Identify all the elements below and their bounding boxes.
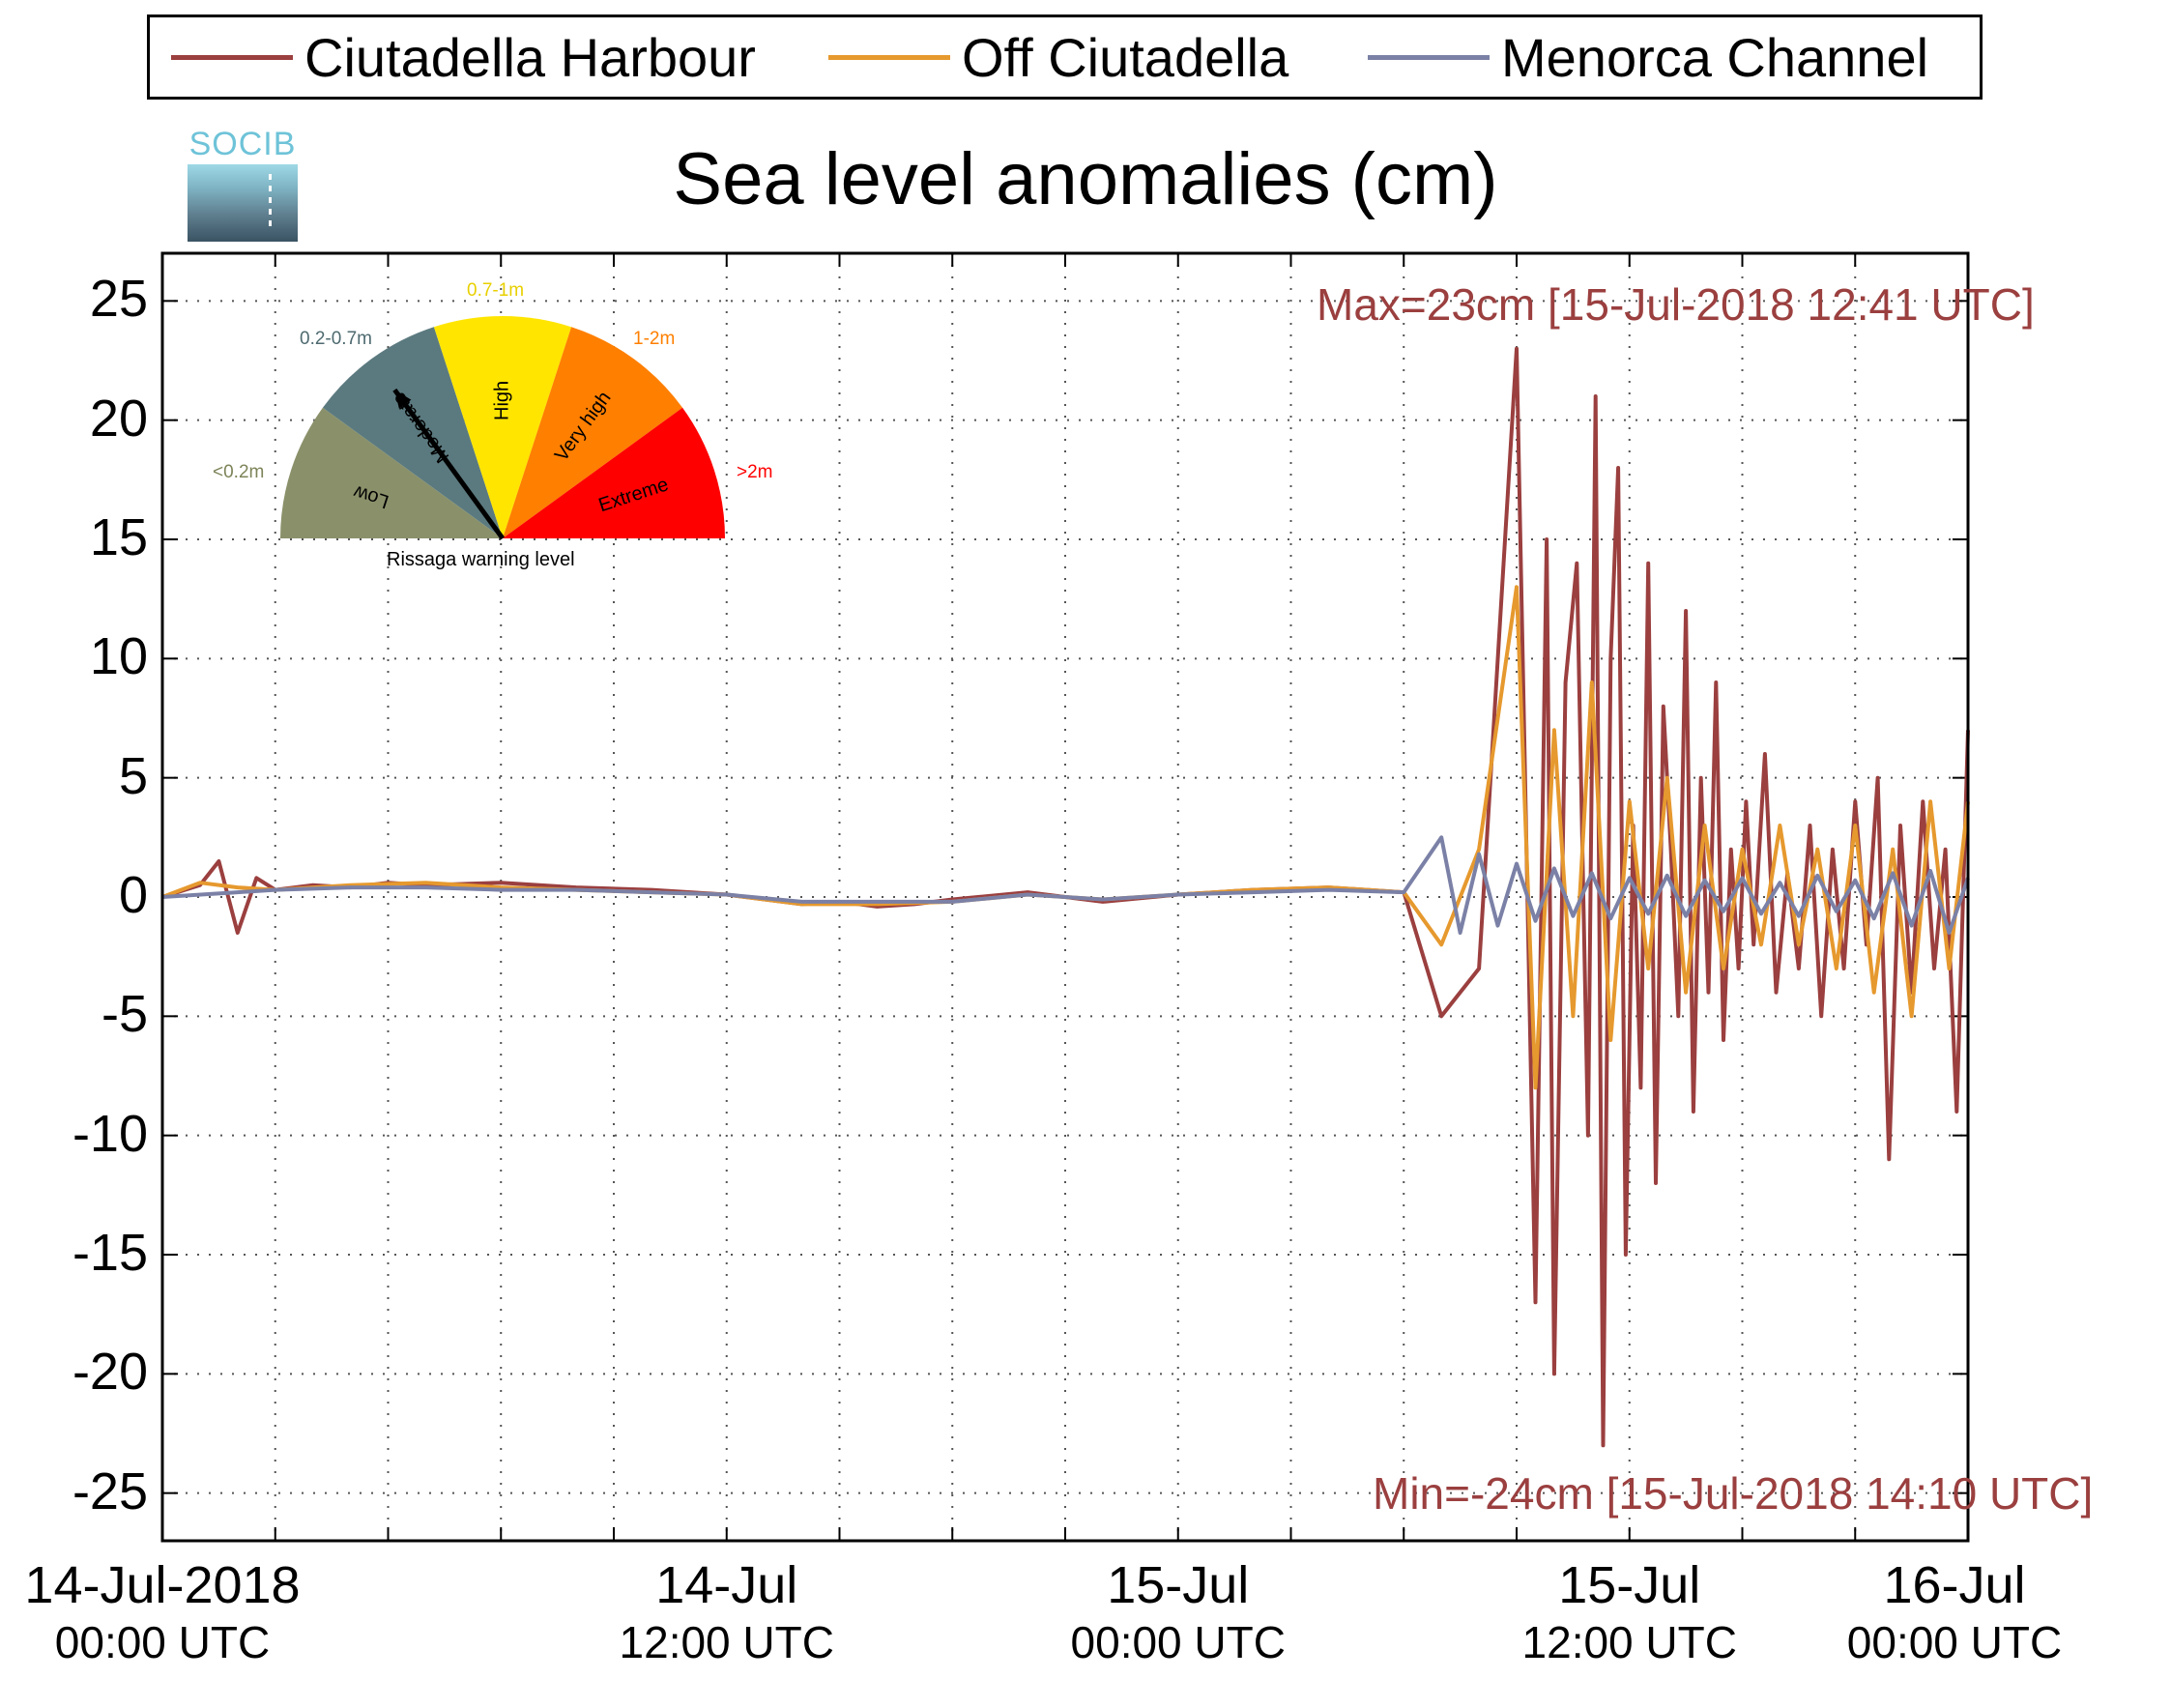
max-annotation: Max=23cm [15-Jul-2018 12:41 UTC] — [1317, 279, 2035, 330]
x-tick-date: 15-Jul — [1107, 1556, 1250, 1614]
x-tick-time: 00:00 UTC — [54, 1617, 271, 1667]
gauge-range-high: 0.7-1m — [467, 280, 525, 301]
legend-swatch-off-ciutadella — [828, 54, 950, 60]
x-tick-label: 15-Jul 12:00 UTC — [1436, 1556, 1823, 1670]
gauge-needle-head — [394, 390, 412, 409]
x-tick-time: 00:00 UTC — [1070, 1617, 1286, 1667]
x-tick-label: 15-Jul 00:00 UTC — [985, 1556, 1372, 1670]
x-tick-date: 14-Jul-2018 — [24, 1556, 301, 1614]
x-tick-date: 16-Jul — [1883, 1556, 2026, 1614]
y-tick-label: -10 — [72, 1104, 148, 1163]
x-tick-time: 00:00 UTC — [1846, 1617, 2063, 1667]
y-tick-label: 15 — [89, 508, 148, 566]
x-tick-label: 14-Jul-2018 00:00 UTC — [0, 1556, 356, 1670]
x-tick-time: 12:00 UTC — [619, 1617, 834, 1667]
series-line-menorca-channel — [161, 835, 1970, 935]
legend: Ciutadella Harbour Off Ciutadella Menorc… — [147, 14, 1983, 100]
y-tick-label: -15 — [72, 1224, 148, 1282]
gauge-sector-label-high: High — [491, 381, 512, 420]
y-tick-label: 20 — [89, 389, 148, 448]
y-tick-label: 0 — [118, 866, 148, 924]
legend-swatch-ciutadella-harbour — [171, 54, 293, 60]
legend-label-menorca-channel: Menorca Channel — [1501, 26, 1929, 88]
gauge-sector-low — [280, 407, 503, 538]
chart-title: Sea level anomalies (cm) — [673, 138, 1498, 220]
legend-item-off-ciutadella: Off Ciutadella — [828, 17, 1288, 97]
logo-text: SOCIB — [188, 126, 297, 162]
gauge-range-moderate: 0.2-0.7m — [300, 329, 372, 349]
gauge-range-extreme: >2m — [737, 462, 773, 482]
y-tick-label: 5 — [118, 746, 148, 805]
legend-label-off-ciutadella: Off Ciutadella — [962, 26, 1289, 88]
gauge-caption: Rissaga warning level — [387, 549, 575, 570]
x-tick-label: 14-Jul 12:00 UTC — [534, 1556, 920, 1670]
legend-item-ciutadella-harbour: Ciutadella Harbour — [171, 17, 756, 97]
legend-swatch-menorca-channel — [1368, 54, 1490, 60]
y-tick-label: 25 — [89, 270, 148, 329]
x-tick-label: 16-Jul 00:00 UTC — [1761, 1556, 2148, 1670]
gauge-sector-extreme — [503, 407, 725, 538]
logo-graphic — [188, 164, 298, 242]
gauge-sector-high — [433, 316, 572, 538]
y-tick-label: -5 — [101, 985, 148, 1044]
x-tick-date: 14-Jul — [655, 1556, 798, 1614]
gauge-sector-very-high — [503, 327, 683, 538]
gauge-sector-moderate — [322, 327, 503, 538]
gauge-range-low: <0.2m — [213, 462, 265, 482]
gauge-range-very-high: 1-2m — [633, 329, 676, 349]
y-tick-label: -20 — [72, 1343, 148, 1402]
y-tick-label: -25 — [72, 1462, 148, 1520]
y-tick-label: 10 — [89, 627, 148, 686]
socib-logo: SOCIB — [186, 126, 300, 242]
legend-label-ciutadella-harbour: Ciutadella Harbour — [304, 26, 756, 88]
min-annotation: Min=-24cm [15-Jul-2018 14:10 UTC] — [1373, 1468, 2094, 1519]
plot-frame — [160, 251, 1970, 1543]
x-tick-time: 12:00 UTC — [1521, 1617, 1737, 1667]
x-tick-date: 15-Jul — [1558, 1556, 1701, 1614]
legend-item-menorca-channel: Menorca Channel — [1368, 17, 1928, 97]
gauge-needle — [392, 388, 506, 540]
